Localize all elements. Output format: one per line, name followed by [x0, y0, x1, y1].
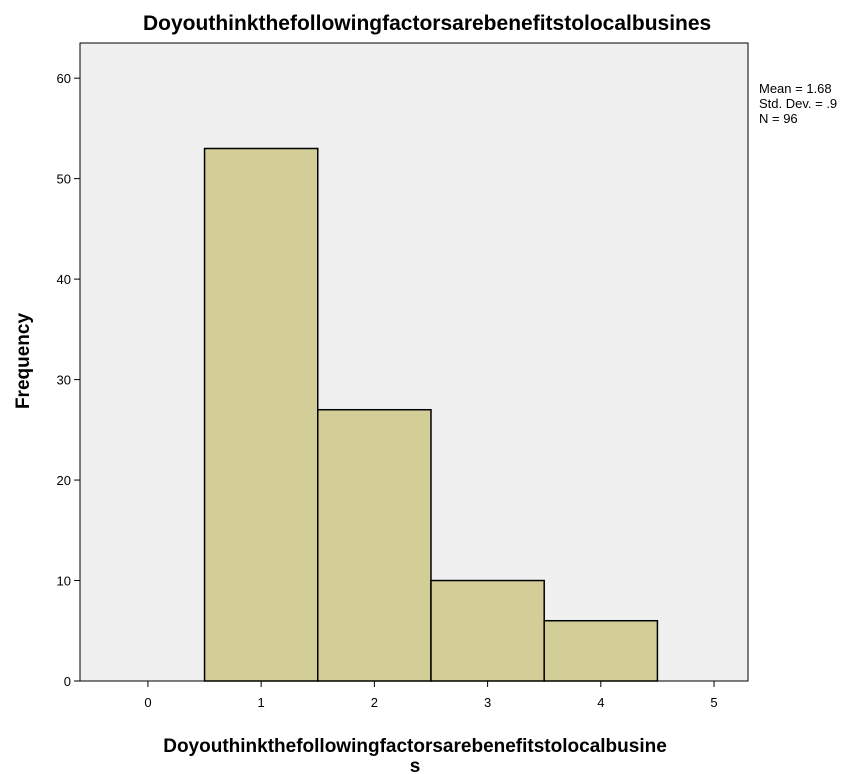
x-tick-label-4: 4	[597, 695, 604, 710]
y-tick-label-40: 40	[57, 272, 71, 287]
histogram-bar-3	[430, 579, 545, 682]
x-tick-label-1: 1	[258, 695, 265, 710]
stat-std-dev: Std. Dev. = .9	[759, 96, 837, 111]
y-axis-ticks: 0 10 20 30 40 50 60	[57, 71, 80, 689]
histogram-bar-2	[317, 408, 432, 682]
chart-title: Doyouthinkthefollowingfactorsarebenefits…	[143, 12, 711, 35]
x-axis-title-line2: s	[410, 756, 421, 774]
y-tick-label-50: 50	[57, 172, 71, 187]
stat-mean: Mean = 1.68	[759, 81, 832, 96]
x-axis-title-line1: Doyouthinkthefollowingfactorsarebenefits…	[163, 736, 667, 757]
bars-group	[203, 147, 659, 682]
y-tick-label-10: 10	[57, 574, 71, 589]
y-tick-label-0: 0	[64, 674, 71, 689]
x-tick-label-0: 0	[144, 695, 151, 710]
y-tick-label-20: 20	[57, 473, 71, 488]
y-axis-title: Frequency	[13, 313, 34, 410]
histogram-bar-1	[203, 147, 319, 682]
stat-n: N = 96	[759, 111, 798, 126]
x-tick-label-3: 3	[484, 695, 491, 710]
x-tick-label-2: 2	[371, 695, 378, 710]
y-tick-label-30: 30	[57, 373, 71, 388]
x-axis-ticks: 0 1 2 3 4 5	[144, 681, 718, 710]
x-tick-label-5: 5	[710, 695, 717, 710]
histogram-bar-4	[543, 619, 659, 682]
y-tick-label-60: 60	[57, 71, 71, 86]
